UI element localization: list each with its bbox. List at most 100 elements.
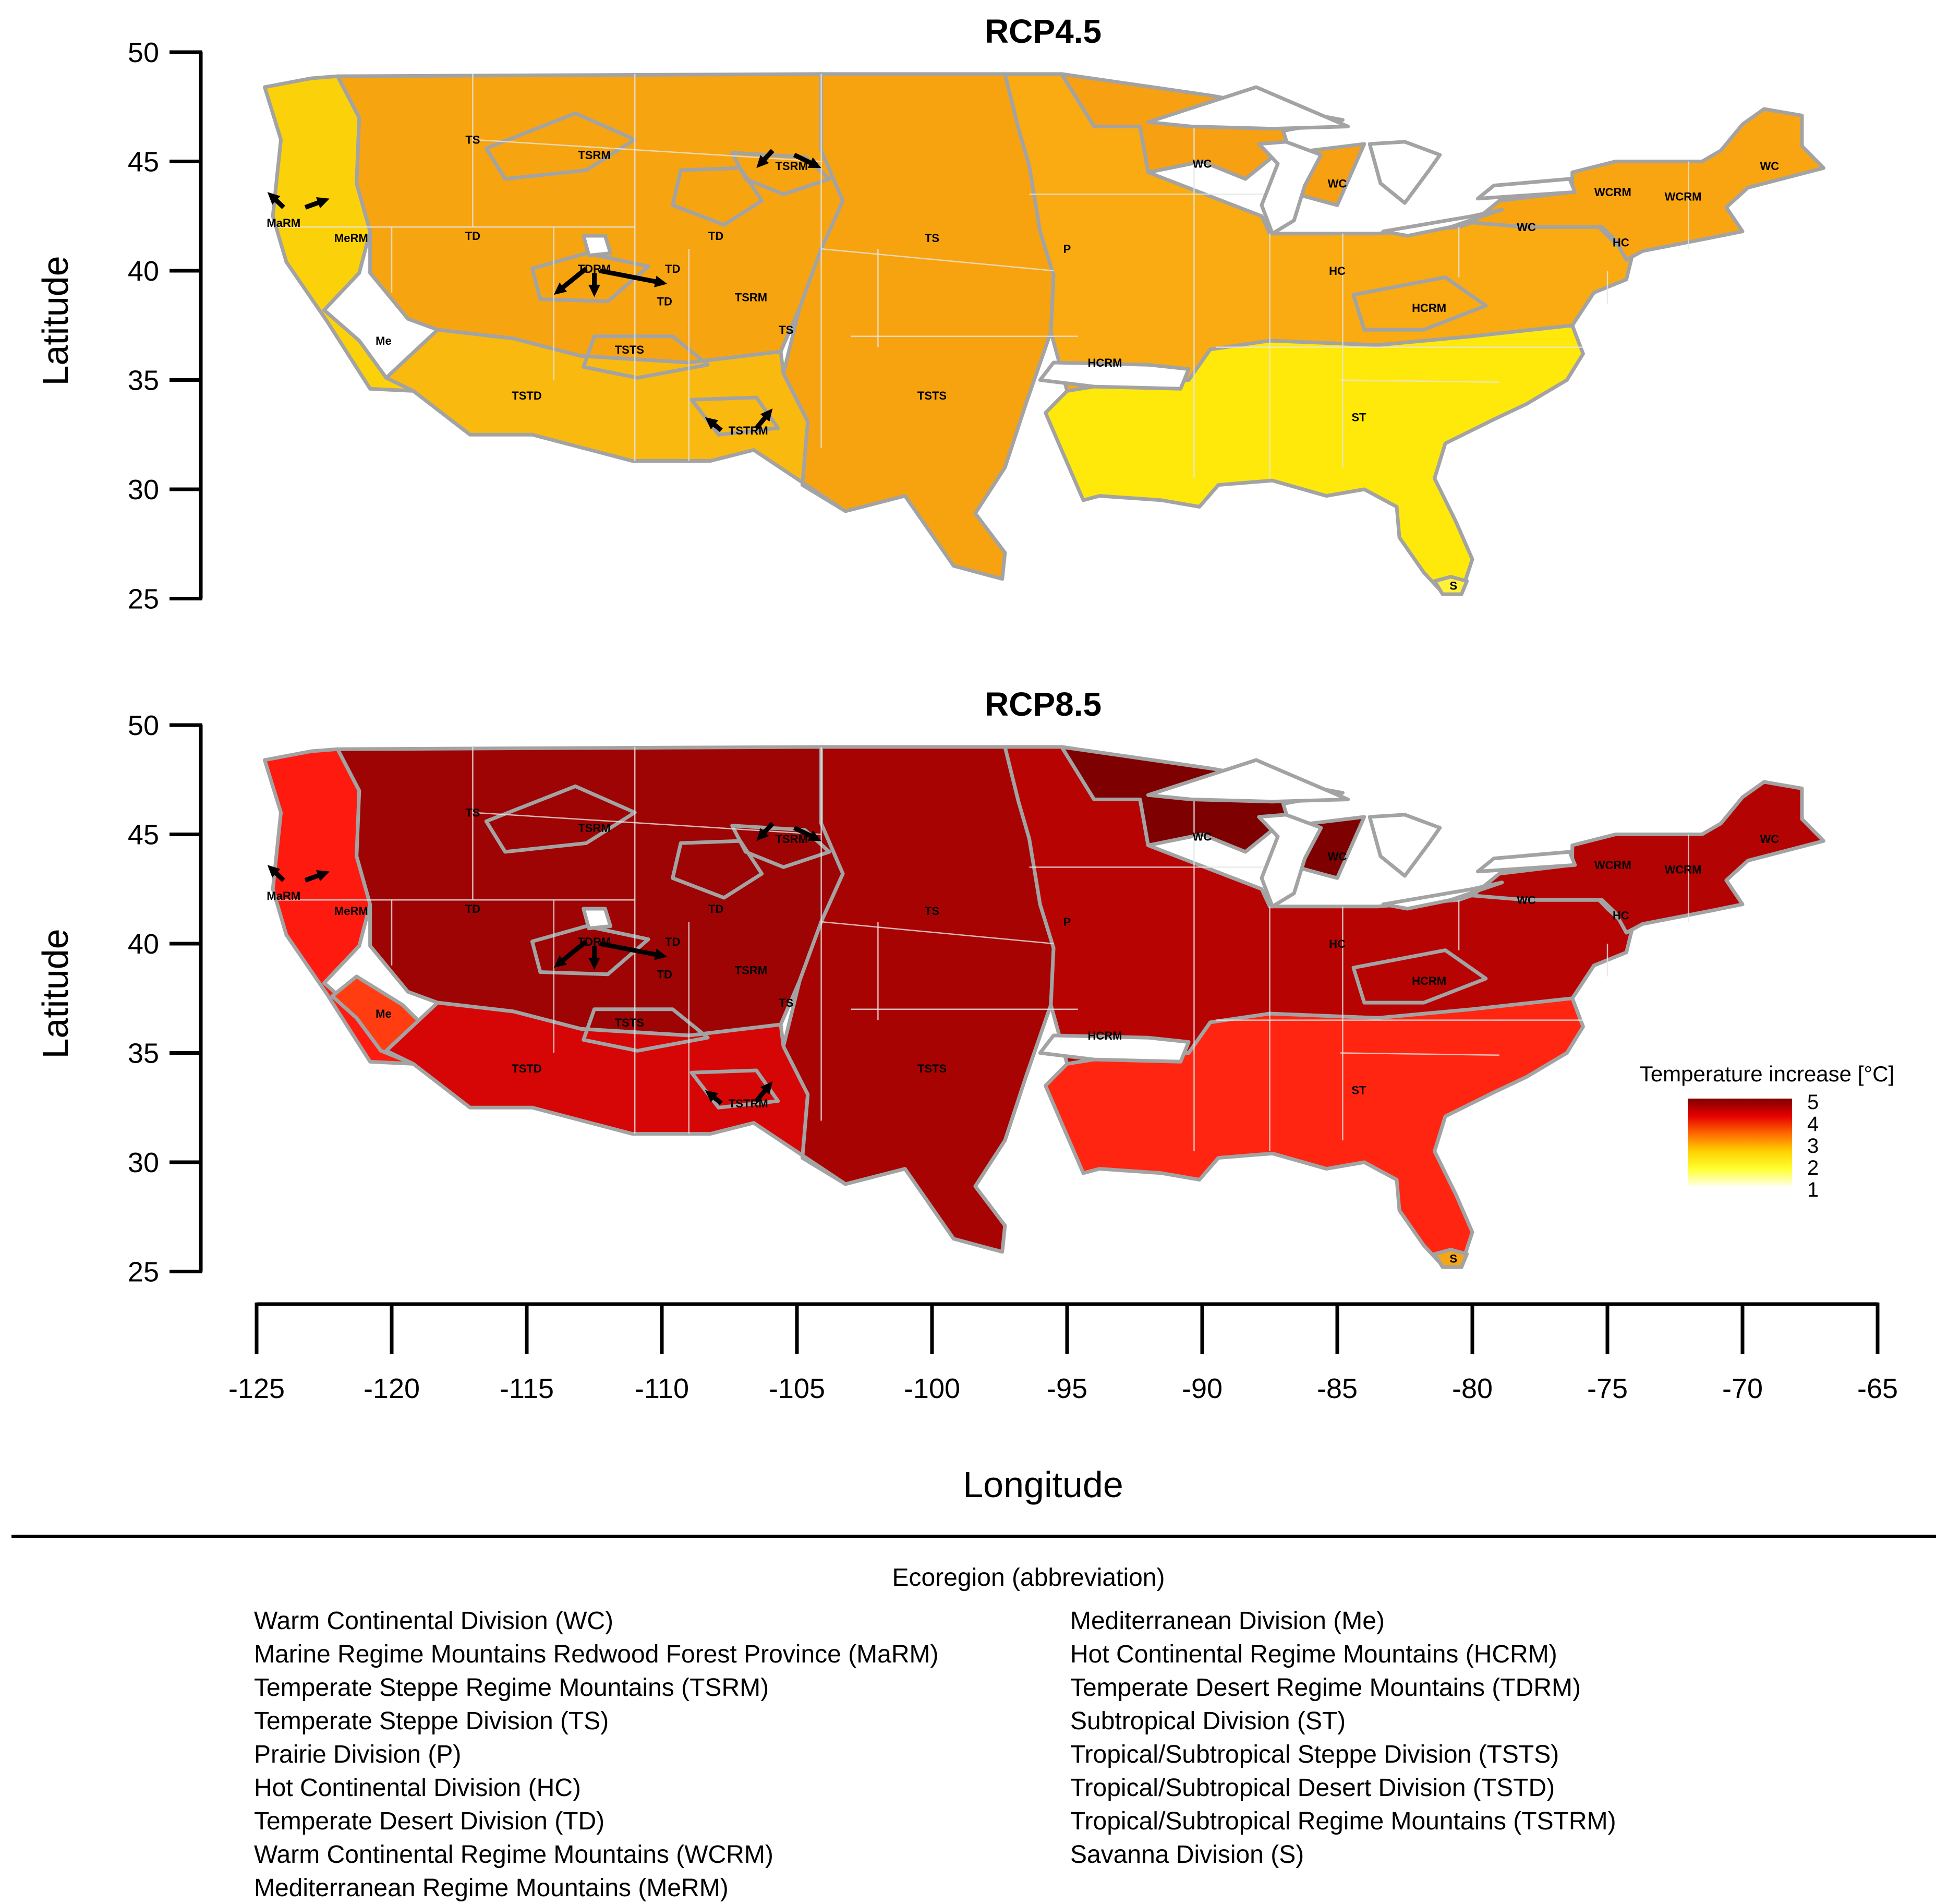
x-tick-label: -105 (769, 1373, 825, 1404)
legend-color-bar (1688, 1099, 1792, 1186)
y-tick-label: 40 (128, 256, 159, 287)
key-item: Hot Continental Regime Mountains (HCRM) (1070, 1641, 1557, 1668)
x-tick-label: -100 (904, 1373, 960, 1404)
ecoregion-label: S (1449, 579, 1457, 592)
ecoregion-boundary (730, 824, 831, 869)
lake (1475, 177, 1577, 201)
ecoregion-label: HCRM (1412, 302, 1446, 315)
state-boundary (821, 921, 1054, 945)
ecoregion-label: TSTD (512, 389, 541, 402)
ecoregion-boundary (1351, 948, 1488, 1005)
lake (582, 907, 613, 931)
ecoregion-label: HC (1613, 909, 1629, 922)
arrow-head (654, 948, 668, 960)
ecoregion-label: TSTD (512, 1062, 541, 1075)
legend-tick-label: 1 (1807, 1178, 1819, 1201)
ecoregion-boundary (484, 784, 637, 854)
ecoregion-label: MeRM (334, 905, 368, 918)
ecoregion-label: TS (465, 806, 480, 820)
key-item: Prairie Division (P) (254, 1741, 461, 1768)
x-tick-label: -95 (1047, 1373, 1087, 1404)
ecoregion-great-plains (781, 745, 1056, 1254)
ecoregion-label: TD (465, 902, 480, 915)
lake (1368, 813, 1442, 878)
arrow-head (756, 828, 769, 841)
panel-title: RCP8.5 (985, 685, 1102, 723)
legend-tick-label: 3 (1807, 1135, 1819, 1158)
x-tick-label: -75 (1587, 1373, 1628, 1404)
ecoregion-boundary (671, 166, 764, 227)
lake (1257, 813, 1323, 909)
ecoregion-label: TS (925, 905, 939, 918)
ecoregion-label: MaRM (267, 216, 300, 230)
ecoregion-label: Me (376, 334, 392, 347)
y-tick-label: 35 (128, 365, 159, 396)
ecoregion-label: HC (1329, 937, 1346, 950)
ecoregion-boundary (484, 111, 637, 181)
key-item: Temperate Desert Division (TD) (254, 1807, 604, 1835)
legend-title: Temperature increase [°C] (1640, 1062, 1894, 1086)
y-axis-label: Latitude (35, 929, 76, 1058)
arrow-head (807, 830, 821, 841)
ecoregion-boundary (1351, 275, 1488, 332)
ecoregion-label: TSRM (735, 963, 767, 977)
arrow-head (588, 957, 600, 970)
y-tick-label: 25 (128, 1257, 159, 1288)
y-tick-label: 40 (128, 929, 159, 960)
lake (1368, 140, 1442, 205)
ecoregion-label: TS (779, 323, 793, 336)
ecoregion-label: TS (925, 232, 939, 245)
x-tick-label: -65 (1857, 1373, 1898, 1404)
ecoregion-label: WCRM (1665, 190, 1702, 203)
arrow-head (760, 1081, 773, 1095)
ecoregion-label: P (1063, 243, 1071, 256)
ecoregion-label: TS (465, 134, 480, 147)
ecoregion-label: HCRM (1088, 1029, 1122, 1042)
x-tick-label: -120 (364, 1373, 420, 1404)
key-item: Temperate Steppe Regime Mountains (TSRM) (254, 1674, 769, 1702)
key-item: Tropical/Subtropical Desert Division (TS… (1070, 1774, 1555, 1802)
y-tick-label: 50 (128, 37, 159, 68)
ecoregion-southwest (384, 1001, 848, 1186)
region-arrow (599, 268, 663, 285)
ecoregion-label: TSTRM (729, 424, 768, 437)
ecoregion-label: MeRM (334, 232, 368, 245)
y-tick-label: 30 (128, 474, 159, 505)
lake (1146, 758, 1350, 804)
ecoregion-label: TD (665, 935, 680, 948)
ecoregion-label: TD (708, 230, 723, 243)
lake (1038, 1033, 1191, 1064)
key-item: Warm Continental Regime Mountains (WCRM) (254, 1841, 773, 1869)
x-tick-label: -110 (635, 1373, 689, 1404)
ecoregion-florida-tip (1433, 1248, 1469, 1269)
y-tick-label: 30 (128, 1147, 159, 1178)
key-item: Temperate Desert Regime Mountains (TDRM) (1070, 1674, 1581, 1702)
key-item: Mediterranean Regime Mountains (MeRM) (254, 1874, 729, 1902)
y-axis-bottom: 50 45 40 35 30 25 (128, 710, 203, 1288)
ecoregion-label: ST (1351, 1084, 1366, 1097)
arrow-head (553, 955, 567, 968)
ecoregion-label: TSTS (917, 389, 947, 402)
arrow-head (807, 157, 821, 168)
ecoregion-boundary (730, 151, 831, 196)
map-panel-rcp45: RCP4.5 50 45 40 35 30 25 Latitude TS TSRM TSRM W… (35, 13, 1825, 615)
ecoregion-label: TDRM (578, 935, 611, 948)
panel-title: RCP4.5 (985, 13, 1102, 50)
y-axis-label: Latitude (35, 256, 76, 385)
y-axis-top: 50 45 40 35 30 25 (128, 37, 203, 615)
ecoregion-great-plains (781, 72, 1056, 581)
ecoregion-label: TSRM (578, 149, 610, 162)
ecoregion-label: S (1449, 1252, 1457, 1265)
x-tick-label: -85 (1317, 1373, 1358, 1404)
state-boundary (1340, 379, 1499, 383)
ecoregion-northeast (1470, 780, 1825, 935)
ecoregion-boundary (582, 334, 710, 380)
ecoregion-label: TSRM (578, 822, 610, 835)
ecoregion-label: WC (1193, 830, 1212, 843)
ecoregion-southwest (384, 328, 848, 513)
y-tick-label: 25 (128, 584, 159, 615)
ecoregion-label: TSRM (775, 160, 807, 173)
ecoregion-west (335, 72, 845, 365)
